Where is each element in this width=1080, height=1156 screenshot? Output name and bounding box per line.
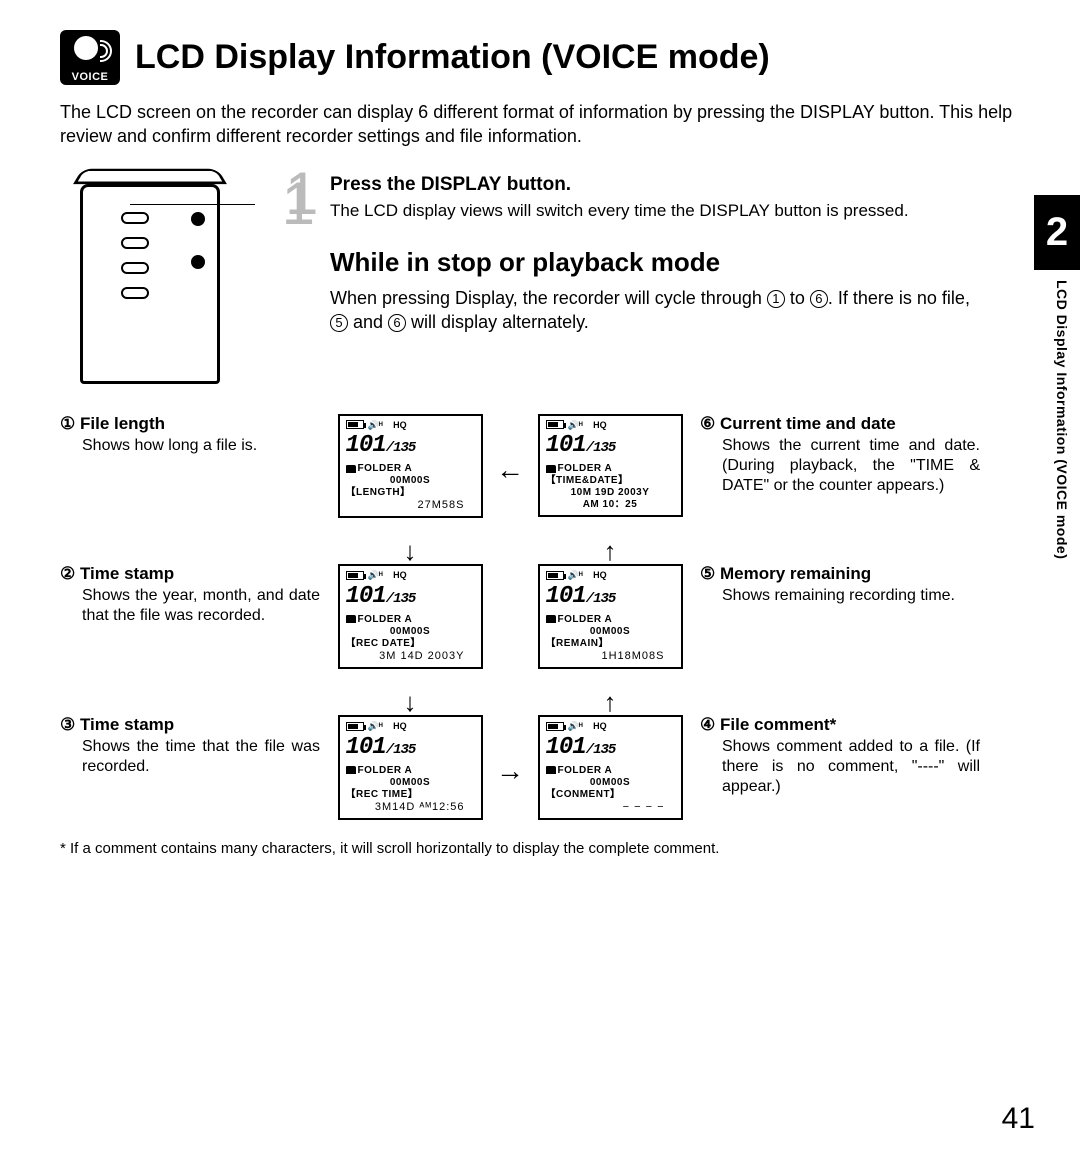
arrow-up-icon: ↑ xyxy=(530,538,690,564)
lcd-screen-6: 🔊ᴴ HQ 101/135 FOLDER A 【TIME&DATE】 10M 1… xyxy=(538,414,683,518)
item-1-title: ① File length xyxy=(60,414,320,434)
item-5-desc: Shows remaining recording time. xyxy=(700,586,980,606)
step-title: Press the DISPLAY button. xyxy=(330,174,970,196)
voice-icon-label: VOICE xyxy=(72,71,109,83)
arrow-down-icon: ↓ xyxy=(330,538,490,564)
item-6-desc: Shows the current time and date. (During… xyxy=(700,436,980,496)
intro-paragraph: The LCD screen on the recorder can displ… xyxy=(60,100,1030,149)
item-6-title: ⑥ Current time and date xyxy=(700,414,980,434)
page-number: 41 xyxy=(1002,1102,1035,1136)
arrow-down-icon: ↓ xyxy=(330,689,490,715)
mode-heading: While in stop or playback mode xyxy=(330,247,970,278)
voice-mode-icon: VOICE xyxy=(60,30,120,85)
item-1-desc: Shows how long a file is. xyxy=(60,436,320,456)
step-number: 1 xyxy=(285,159,318,228)
lcd-screen-4: 🔊ᴴ HQ 101/135 FOLDER A 00M00S 【CONMENT】 … xyxy=(538,715,683,820)
item-2-title: ② Time stamp xyxy=(60,564,320,584)
arrow-up-icon: ↑ xyxy=(530,689,690,715)
page-title: LCD Display Information (VOICE mode) xyxy=(135,38,770,77)
lcd-screen-3: 🔊ᴴ HQ 101/135 FOLDER A 00M00S 【REC TIME】… xyxy=(338,715,483,820)
footnote: * If a comment contains many characters,… xyxy=(60,840,1030,857)
chapter-tab: 2 xyxy=(1034,195,1080,270)
arrow-right-icon: → xyxy=(490,715,530,787)
mode-description: When pressing Display, the recorder will… xyxy=(330,286,970,335)
step-description: The LCD display views will switch every … xyxy=(330,200,970,222)
device-illustration: 1 xyxy=(60,174,260,394)
item-3-desc: Shows the time that the file was recorde… xyxy=(60,737,320,777)
arrow-left-icon: ← xyxy=(490,414,530,486)
item-4-title: ④ File comment* xyxy=(700,715,980,735)
lcd-screen-2: 🔊ᴴ HQ 101/135 FOLDER A 00M00S 【REC DATE】… xyxy=(338,564,483,669)
lcd-screen-5: 🔊ᴴ HQ 101/135 FOLDER A 00M00S 【REMAIN】 1… xyxy=(538,564,683,669)
item-3-title: ③ Time stamp xyxy=(60,715,320,735)
item-4-desc: Shows comment added to a file. (If there… xyxy=(700,737,980,797)
item-5-title: ⑤ Memory remaining xyxy=(700,564,980,584)
lcd-screen-1: 🔊ᴴ HQ 101/135 FOLDER A 00M00S 【LENGTH】 2… xyxy=(338,414,483,519)
item-2-desc: Shows the year, month, and date that the… xyxy=(60,586,320,626)
vertical-section-label: LCD Display Information (VOICE mode) xyxy=(1054,280,1070,559)
